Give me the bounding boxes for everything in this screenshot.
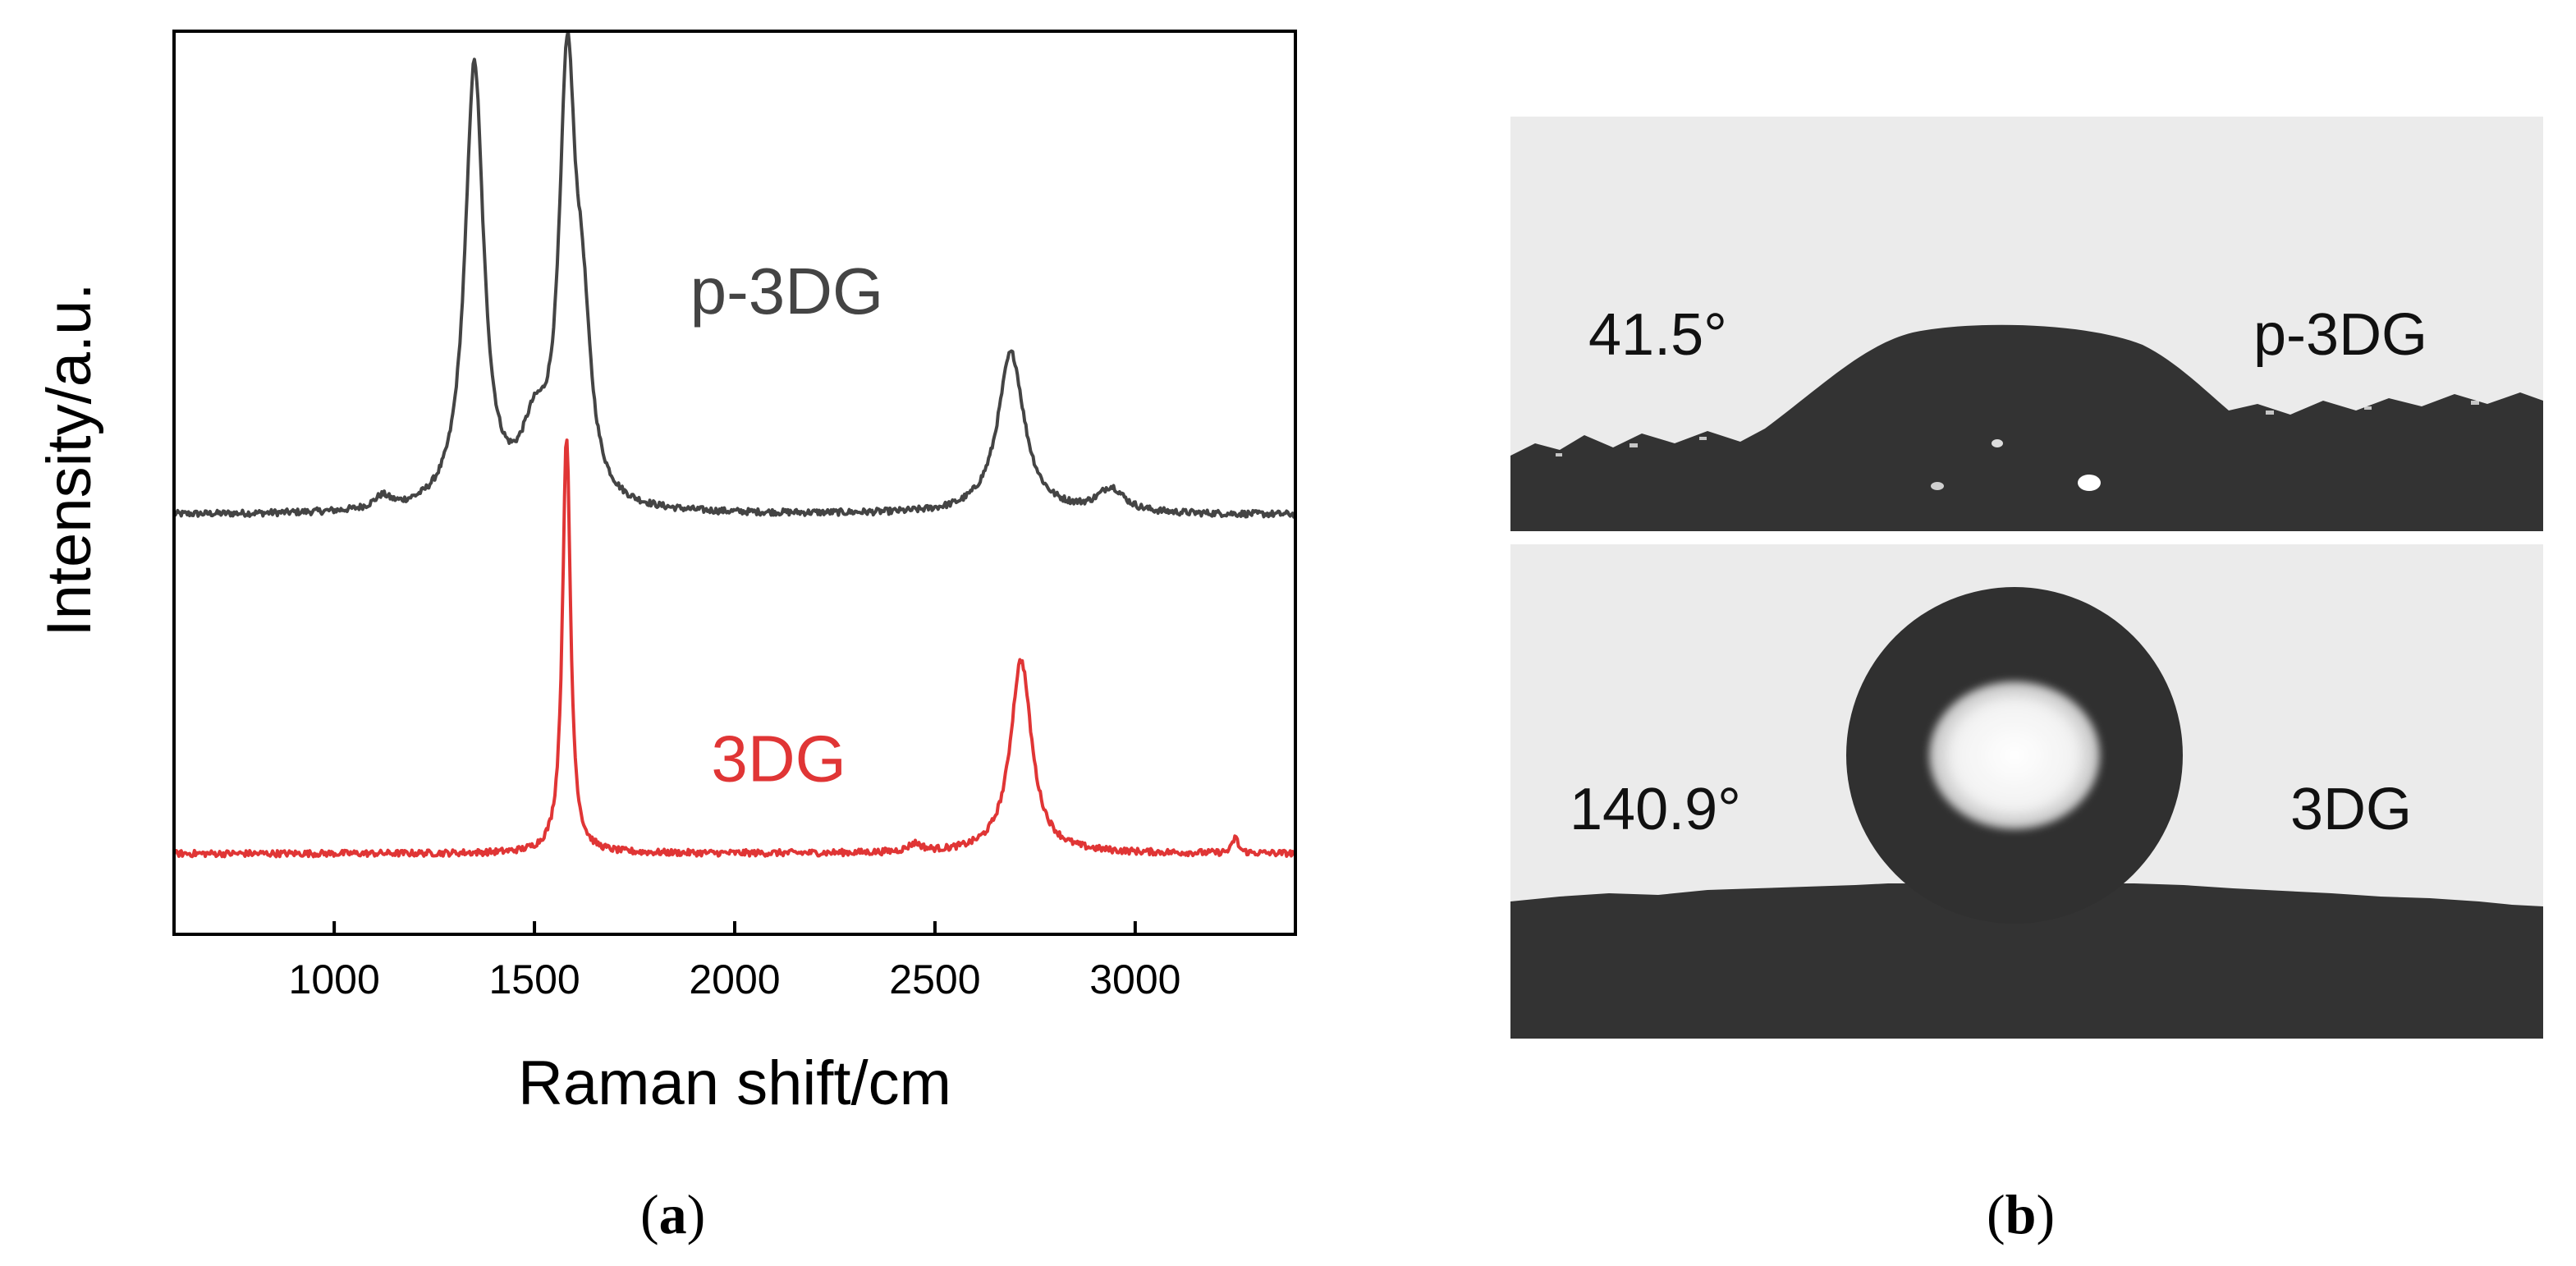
sample-name: p-3DG (2253, 302, 2427, 368)
series-annotations: p-3DG 3DG (690, 255, 884, 796)
contact-angle-photos: 41.5° p-3DG 140.9° 3DG (1510, 117, 2543, 1039)
sample-name: 3DG (2290, 777, 2412, 842)
series-layer (174, 31, 1295, 859)
droplet-reflection (1992, 439, 2003, 447)
panel-label-a: (a) (640, 1183, 706, 1245)
x-tick-label: 2500 (889, 956, 980, 1002)
droplet-highlight (1929, 681, 2100, 829)
contact-angle-image-3dg: 140.9° 3DG (1510, 544, 2543, 1039)
contact-angle-value: 41.5° (1588, 302, 1727, 368)
droplet-reflection (1931, 482, 1944, 490)
x-axis-label: Raman shift/cm (518, 1048, 951, 1118)
series-annotation-p-3dg: p-3DG (690, 255, 884, 328)
x-axis-ticks: 1000 1500 2000 2500 3000 (289, 921, 1180, 1002)
raman-chart: 1000 1500 2000 2500 3000 p-3DG 3DG Raman shif… (34, 30, 1297, 1118)
contact-angle-image-p3dg: 41.5° p-3DG (1510, 117, 2543, 531)
panel-label-b: (b) (1987, 1183, 2056, 1245)
substrate-surface (1510, 324, 2543, 531)
substrate-surface (1510, 883, 2543, 1039)
droplet-neck (1913, 870, 2118, 888)
droplet-reflection (2078, 475, 2101, 491)
substrate-speckles (1556, 401, 2479, 456)
series-line-3dg (174, 438, 1295, 859)
x-tick-label: 1000 (289, 956, 380, 1002)
x-tick-label: 2000 (689, 956, 780, 1002)
x-tick-label: 3000 (1089, 956, 1180, 1002)
plot-frame (172, 30, 1297, 936)
series-annotation-3dg: 3DG (711, 722, 846, 795)
series-line-p-3dg (174, 31, 1295, 519)
contact-angle-value: 140.9° (1570, 777, 1741, 842)
x-tick-label: 1500 (488, 956, 580, 1002)
y-axis-label: Intensity/a.u. (34, 283, 104, 637)
